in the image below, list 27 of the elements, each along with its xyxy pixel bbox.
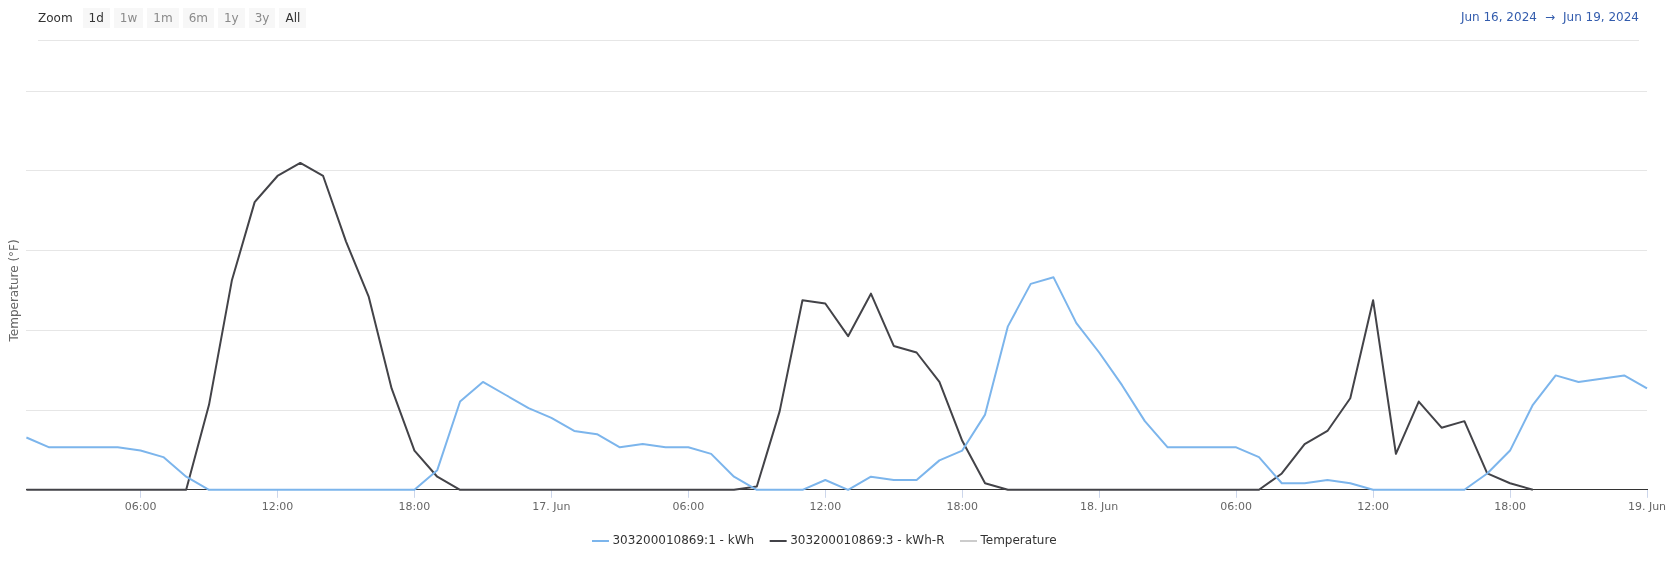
legend-label: Temperature — [979, 533, 1057, 548]
text: Zoom — [38, 11, 73, 25]
legend-label: 303200010869:3 - kWh-R — [790, 533, 945, 548]
text: Jun 19, 2024 — [1562, 10, 1639, 24]
x-tick-label: 18:00 — [398, 500, 431, 514]
text: 3y — [248, 8, 276, 28]
x-tick-label: 19. Jun — [1627, 500, 1667, 514]
text: Jun 16, 2024 — [1460, 10, 1537, 24]
legend-label: 303200010869:1 - kWh — [612, 533, 755, 548]
x-tick-label: 12:00 — [261, 500, 294, 514]
x-tick-label: 18:00 — [1494, 500, 1526, 514]
x-tick-label: 12:00 — [1357, 500, 1389, 514]
x-tick-label: 06:00 — [672, 500, 705, 514]
text: 1y — [217, 8, 245, 28]
x-tick-label: 18. Jun — [1080, 500, 1119, 514]
x-tick-label: 06:00 — [124, 500, 157, 514]
text: All — [279, 8, 307, 28]
text: 6m — [182, 8, 214, 28]
x-tick-label: 12:00 — [809, 500, 842, 514]
text: → — [1544, 10, 1555, 24]
x-tick-label: 18:00 — [946, 500, 979, 514]
x-tick-label: 17. Jun — [532, 500, 571, 514]
text: 1d — [82, 8, 110, 28]
text: 1m — [147, 8, 179, 28]
y-axis-title: Temperature (°F) — [7, 239, 22, 343]
text: 1w — [113, 8, 144, 28]
x-tick-label: 06:00 — [1220, 500, 1252, 514]
